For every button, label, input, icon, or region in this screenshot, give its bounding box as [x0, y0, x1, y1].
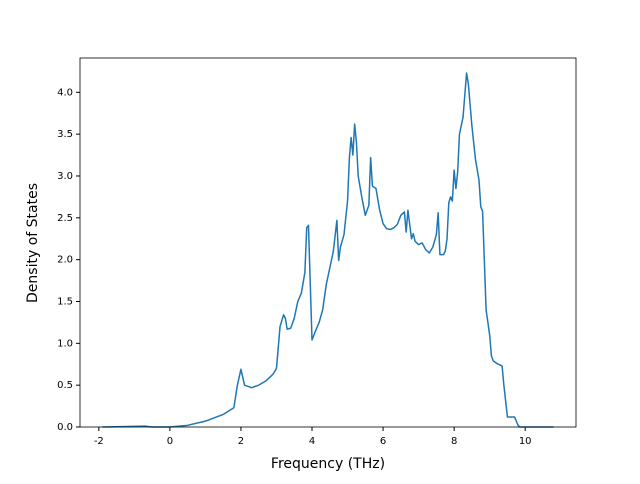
plot-frame — [79, 57, 577, 428]
x-tick-label: 6 — [380, 436, 386, 447]
data-line — [102, 72, 554, 428]
x-tick-label: 4 — [309, 436, 315, 447]
y-tick-label: 2.0 — [57, 255, 73, 266]
x-tick-label: 2 — [238, 436, 244, 447]
x-tick-label: 0 — [167, 436, 173, 447]
x-tick-label: 8 — [451, 436, 457, 447]
y-tick-label: 1.0 — [57, 338, 73, 349]
y-tick-label: 0.0 — [57, 422, 73, 433]
y-tick-label: 4.0 — [57, 87, 73, 98]
x-axis-label: Frequency (THz) — [271, 456, 385, 472]
y-tick-label: 0.5 — [57, 380, 73, 391]
y-tick-label: 3.0 — [57, 171, 73, 182]
y-axis-label: Density of States — [25, 183, 41, 303]
x-tick-label: 10 — [519, 436, 532, 447]
y-tick-label: 1.5 — [57, 296, 73, 307]
x-tick-label: -2 — [94, 436, 104, 447]
y-tick-label: 3.5 — [57, 129, 73, 140]
y-tick-label: 2.5 — [57, 213, 73, 224]
